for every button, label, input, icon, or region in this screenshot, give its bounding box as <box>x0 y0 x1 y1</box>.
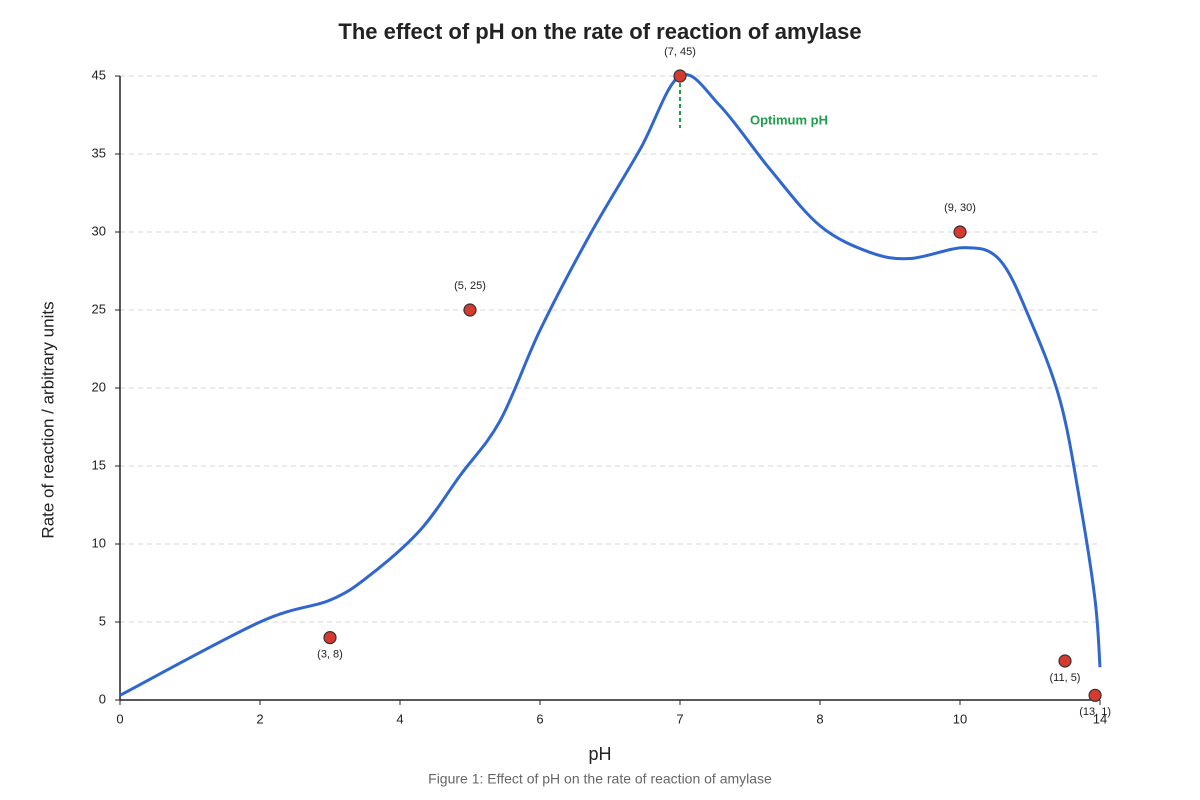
annotation: Optimum pH <box>750 112 828 127</box>
chart-title: The effect of pH on the rate of reaction… <box>338 19 861 44</box>
x-tick-label: 14 <box>1093 711 1107 726</box>
y-tick-label: 45 <box>92 67 106 82</box>
y-tick-label: 5 <box>99 613 106 628</box>
y-tick-label: 20 <box>92 379 106 394</box>
data-point <box>463 303 477 317</box>
y-tick-label: 15 <box>92 457 106 472</box>
x-tick-label: 2 <box>256 711 263 726</box>
data-point <box>1058 654 1072 668</box>
y-tick-label: 35 <box>92 145 106 160</box>
data-point <box>323 630 337 645</box>
y-tick-label: 0 <box>99 691 106 706</box>
point-label: (3, 8) <box>317 649 343 661</box>
point-label: (5, 25) <box>454 280 486 292</box>
x-axis-label: pH <box>588 744 611 764</box>
point-label: (11, 5) <box>1050 672 1081 684</box>
point-label: (7, 45) <box>664 46 696 58</box>
x-tick-label: 0 <box>116 711 123 726</box>
y-tick-label: 10 <box>92 535 106 550</box>
data-point <box>953 225 967 239</box>
caption: Figure 1: Effect of pH on the rate of re… <box>428 771 772 787</box>
y-axis-label: Rate of reaction / arbitrary units <box>38 301 57 538</box>
x-tick-label: 4 <box>396 711 403 726</box>
point-label: (13, 1) <box>1079 706 1111 718</box>
rate-curve <box>119 73 1102 697</box>
point-label: (9, 30) <box>944 202 976 214</box>
data-point <box>1088 688 1102 702</box>
y-tick-label: 25 <box>92 301 106 316</box>
y-tick-label: 30 <box>92 223 106 238</box>
data-point <box>673 69 687 83</box>
x-tick-label: 10 <box>953 711 967 726</box>
x-tick-label: 7 <box>676 711 683 726</box>
x-tick-label: 6 <box>536 711 543 726</box>
x-tick-label: 8 <box>816 711 823 726</box>
